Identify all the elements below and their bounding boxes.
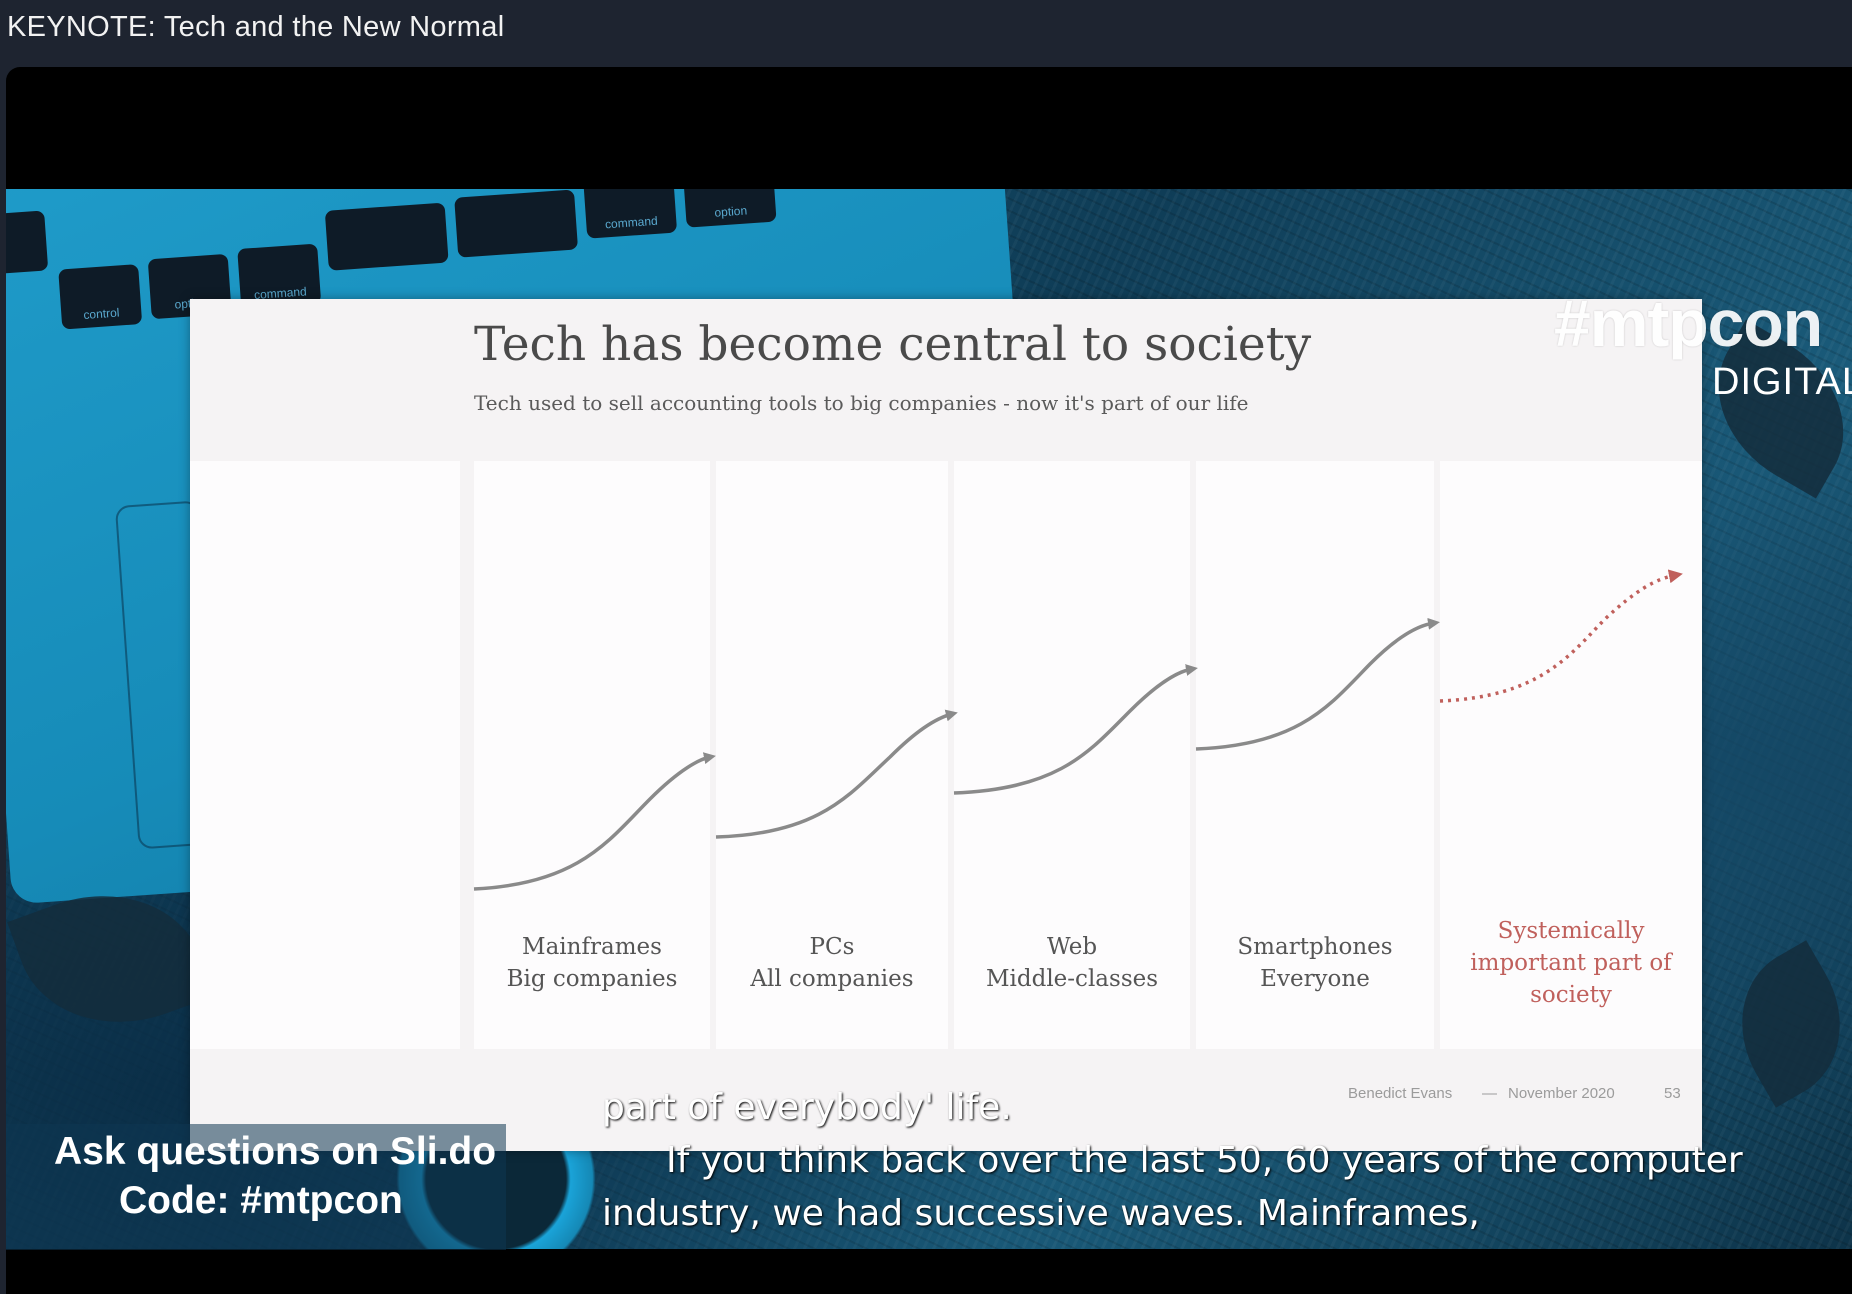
stage-label: PCs All companies — [716, 931, 948, 995]
stage-label: Smartphones Everyone — [1196, 931, 1434, 995]
video-player[interactable]: control option command command option Te… — [6, 67, 1852, 1294]
caption-line: part of everybody' life. — [602, 1087, 1012, 1128]
stage-future-line: important part of — [1470, 950, 1672, 976]
stage-panel-smartphones: Smartphones Everyone — [1196, 461, 1434, 1049]
key-option: option — [682, 189, 777, 228]
stage-future-line: Systemically — [1497, 918, 1645, 944]
stage-panel-blank — [190, 461, 460, 1049]
title-bar: KEYNOTE: Tech and the New Normal — [0, 0, 1852, 66]
video-background: control option command command option Te… — [6, 189, 1852, 1249]
stage-audience: All companies — [750, 966, 914, 992]
stage-audience: Big companies — [506, 966, 678, 992]
stage-technology: Web — [1046, 934, 1098, 960]
stage-panel-pcs: PCs All companies — [716, 461, 948, 1049]
stage-future-line: society — [1530, 982, 1612, 1008]
wave-arrow-web — [953, 664, 1198, 795]
stage-technology: Mainframes — [522, 934, 662, 960]
footer-separator: — — [1482, 1085, 1497, 1102]
wave-arrow-future — [1439, 569, 1683, 703]
stage-label: Web Middle-classes — [954, 931, 1190, 995]
stage-label-future: Systemically important part of society — [1440, 915, 1702, 1011]
slide-title: Tech has become central to society — [474, 317, 1312, 372]
stage-technology: PCs — [809, 934, 855, 960]
slido-prompt: Ask questions on Sli.do — [54, 1130, 497, 1173]
caption-line: industry, we had successive waves. Mainf… — [602, 1193, 1480, 1234]
key — [454, 189, 579, 258]
presentation-slide: Tech has become central to society Tech … — [190, 299, 1702, 1151]
stage-technology: Smartphones — [1237, 934, 1393, 960]
stage-label: Mainframes Big companies — [474, 931, 710, 995]
slido-code: Code: #mtpcon — [119, 1179, 403, 1222]
footer-author: Benedict Evans — [1348, 1085, 1453, 1102]
key-command: command — [583, 189, 678, 239]
waves-diagram — [473, 569, 1683, 891]
wave-arrow-pcs — [715, 709, 958, 839]
leaf-image — [1710, 940, 1852, 1108]
slide-subtitle: Tech used to sell accounting tools to bi… — [474, 391, 1249, 415]
wave-arrow-smartphones — [1195, 617, 1440, 751]
brand-hashtag: #mtpcon — [1554, 286, 1823, 360]
key-control: control — [58, 264, 143, 330]
footer-date: November 2020 — [1508, 1085, 1615, 1102]
stage-panel-future: Systemically important part of society — [1440, 461, 1702, 1049]
stage-panel-mainframes: Mainframes Big companies — [474, 461, 710, 1049]
key — [324, 202, 449, 271]
slido-banner — [6, 1124, 506, 1250]
stage-audience: Everyone — [1260, 966, 1370, 992]
stage-audience: Middle-classes — [985, 966, 1159, 992]
wave-arrow-mainframes — [473, 752, 716, 891]
stage-panel-web: Web Middle-classes — [954, 461, 1190, 1049]
window-title: KEYNOTE: Tech and the New Normal — [7, 11, 505, 43]
keyboard: control option command command option — [6, 189, 928, 330]
key — [6, 210, 49, 275]
brand-subtitle: DIGITAL — [1712, 361, 1852, 403]
caption-line: If you think back over the last 50, 60 y… — [666, 1140, 1743, 1181]
footer-page-number: 53 — [1664, 1085, 1681, 1102]
